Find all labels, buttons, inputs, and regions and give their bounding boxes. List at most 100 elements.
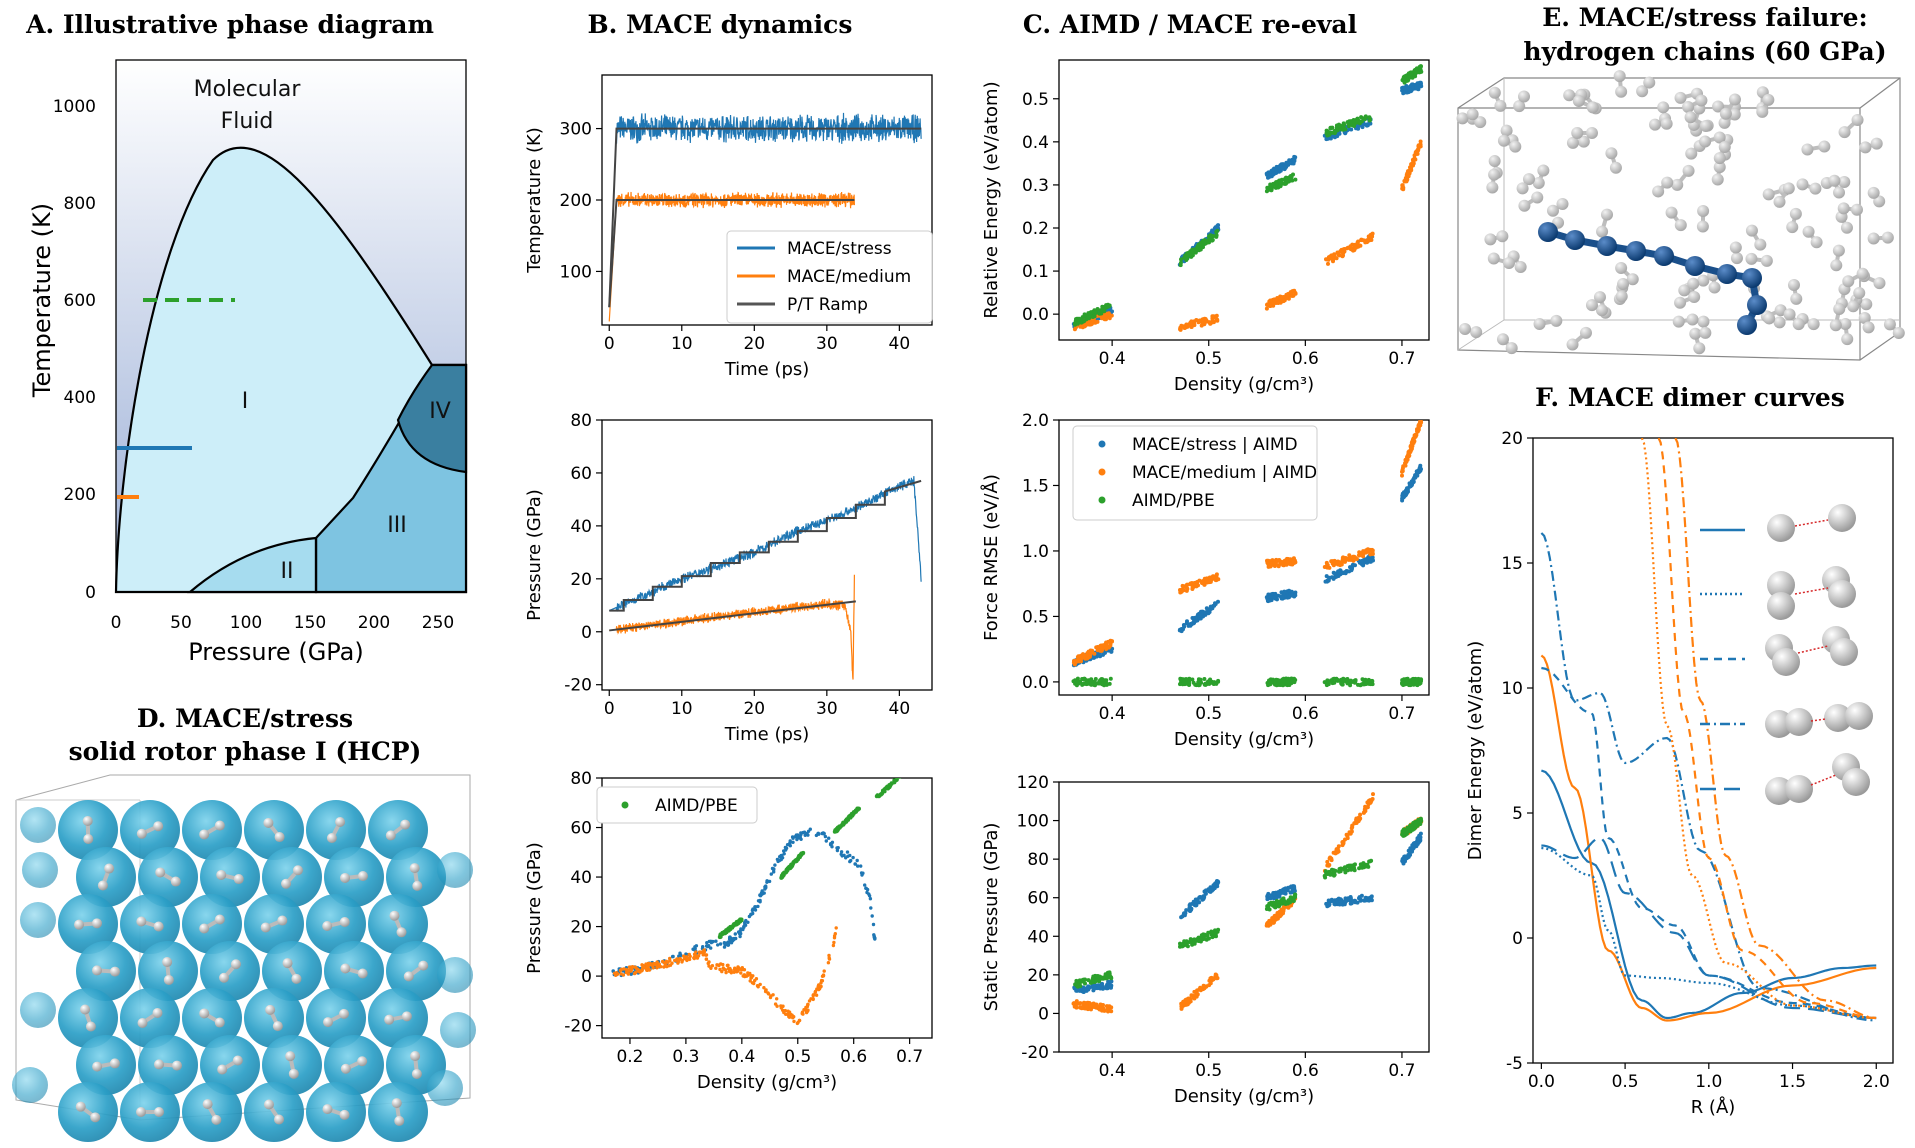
h-atom bbox=[1730, 252, 1743, 265]
data-point bbox=[1084, 1004, 1089, 1009]
data-point bbox=[753, 978, 757, 983]
data-point bbox=[694, 950, 698, 954]
h-atom bbox=[1585, 299, 1598, 312]
data-point bbox=[1106, 1009, 1110, 1014]
h-atom bbox=[217, 1064, 228, 1075]
x-tick-label: 0.5 bbox=[1612, 1072, 1639, 1092]
h-atom bbox=[1494, 99, 1507, 112]
h-atom bbox=[74, 919, 85, 930]
y-tick-label: -5 bbox=[1506, 1054, 1523, 1074]
data-point bbox=[1410, 82, 1415, 87]
h-atom bbox=[1696, 220, 1709, 233]
data-point bbox=[1101, 652, 1105, 657]
molecule-sphere bbox=[12, 1067, 48, 1103]
data-point bbox=[1330, 253, 1335, 258]
h-atom bbox=[1867, 186, 1880, 199]
data-point bbox=[1271, 303, 1276, 308]
data-point bbox=[729, 941, 734, 945]
data-point bbox=[1358, 243, 1363, 248]
data-point bbox=[1410, 161, 1415, 166]
data-point bbox=[1095, 319, 1100, 324]
data-point bbox=[1406, 174, 1411, 179]
h-atom bbox=[1615, 290, 1628, 303]
legend-label: AIMD/PBE bbox=[1132, 491, 1215, 511]
data-point bbox=[1289, 676, 1294, 681]
y-tick: 600 bbox=[64, 291, 96, 311]
data-point bbox=[1075, 680, 1080, 685]
data-point bbox=[1366, 799, 1371, 804]
y-tick-label: 300 bbox=[560, 120, 592, 140]
data-point bbox=[1326, 261, 1330, 266]
data-point bbox=[1277, 894, 1282, 899]
data-point bbox=[762, 986, 766, 990]
h-atom bbox=[1728, 93, 1741, 106]
data-point bbox=[799, 832, 803, 837]
h-atom bbox=[339, 1109, 350, 1120]
h-atom bbox=[1830, 259, 1843, 272]
data-point bbox=[1282, 181, 1286, 186]
data-point bbox=[1186, 999, 1191, 1004]
h-atom bbox=[1497, 134, 1510, 147]
x-tick-label: 1.0 bbox=[1695, 1072, 1722, 1092]
x-tick-label: 10 bbox=[671, 699, 693, 719]
data-point bbox=[1265, 897, 1270, 902]
data-point bbox=[1364, 123, 1369, 128]
h-atom bbox=[1496, 230, 1509, 243]
chain-atom bbox=[1737, 315, 1757, 335]
chain-atom bbox=[1747, 295, 1767, 315]
h-atom bbox=[216, 869, 227, 880]
data-point bbox=[640, 969, 644, 973]
data-point bbox=[1293, 560, 1298, 565]
h-atom bbox=[1745, 252, 1758, 265]
h-atom bbox=[1697, 274, 1710, 287]
data-point bbox=[811, 997, 815, 1002]
data-point bbox=[1202, 894, 1207, 899]
data-point bbox=[1279, 561, 1284, 565]
data-point bbox=[1194, 903, 1198, 908]
h-atom bbox=[401, 1011, 412, 1022]
x-axis-label: Time (ps) bbox=[724, 359, 810, 380]
y-axis-label: Force RMSE (eV/Å) bbox=[980, 474, 1002, 641]
data-point bbox=[1188, 320, 1193, 325]
data-point bbox=[1405, 171, 1410, 176]
data-point bbox=[1208, 604, 1213, 609]
phase-diagram-x-ticks: 0 50 100 150 200 250 bbox=[111, 613, 455, 633]
data-point bbox=[722, 967, 726, 971]
data-point bbox=[1178, 944, 1182, 949]
legend-c2: MACE/stress | AIMD MACE/medium | AIMD AI… bbox=[1072, 425, 1318, 521]
data-point bbox=[1271, 920, 1276, 925]
data-point bbox=[1179, 257, 1183, 262]
h-atom bbox=[411, 1068, 422, 1079]
h-atom bbox=[92, 965, 103, 976]
data-point bbox=[1201, 238, 1206, 243]
data-point bbox=[1099, 982, 1104, 987]
data-point bbox=[904, 769, 908, 773]
data-point bbox=[1400, 681, 1405, 686]
data-point bbox=[1349, 127, 1354, 132]
h-atom bbox=[1713, 161, 1726, 174]
h-atom bbox=[322, 1104, 333, 1115]
data-point bbox=[1331, 258, 1336, 263]
data-point bbox=[769, 872, 773, 876]
data-point bbox=[1092, 1004, 1097, 1009]
y-tick-label: 60 bbox=[1027, 889, 1049, 909]
data-point bbox=[1367, 558, 1372, 563]
data-point bbox=[907, 767, 911, 771]
h-atom bbox=[1509, 140, 1522, 153]
data-point bbox=[1367, 118, 1372, 123]
data-point bbox=[1203, 610, 1208, 615]
h-atom bbox=[1470, 326, 1483, 339]
data-point bbox=[1212, 680, 1217, 685]
data-point bbox=[1074, 978, 1079, 983]
data-point bbox=[732, 936, 736, 941]
data-point bbox=[1333, 851, 1338, 856]
data-point bbox=[1332, 129, 1337, 134]
x-axis-label: Time (ps) bbox=[724, 724, 810, 745]
h-atom bbox=[1665, 206, 1678, 219]
plot-area bbox=[1540, 438, 1877, 1022]
y-tick: 0 bbox=[85, 583, 96, 603]
data-point bbox=[753, 905, 758, 909]
data-point bbox=[709, 946, 713, 950]
dimer-geometry-icon bbox=[1765, 626, 1858, 676]
data-point bbox=[1406, 489, 1410, 494]
